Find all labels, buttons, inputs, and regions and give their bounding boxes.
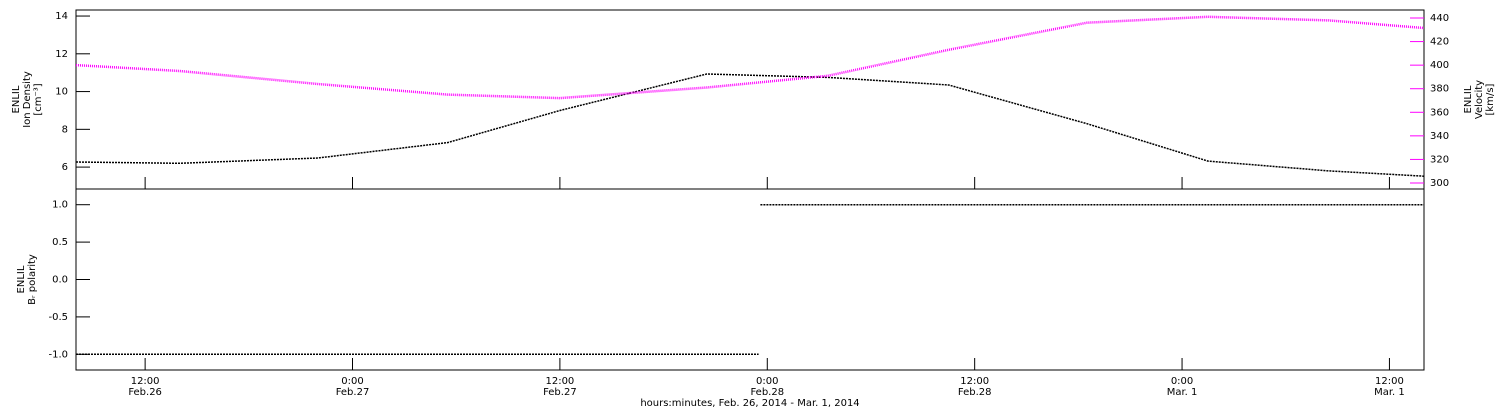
y-tick-label: 6: [62, 162, 68, 173]
x-tick-label: Feb.26: [128, 387, 162, 398]
y2-tick-label: 380: [1430, 84, 1449, 95]
y2-axis-label: [km/s]: [1485, 83, 1496, 115]
y-axis-label: [cm⁻³]: [33, 83, 44, 115]
series-line: [75, 73, 1425, 177]
y-tick-label: -0.5: [48, 312, 68, 323]
y2-tick-label: 360: [1430, 107, 1449, 118]
x-tick-label: Feb.28: [750, 387, 784, 398]
x-tick-label: 0:00: [341, 376, 363, 387]
y-tick-label: 8: [62, 124, 68, 135]
x-tick-label: Feb.28: [958, 387, 992, 398]
y-axis-label: ENLIL: [16, 265, 27, 293]
y-tick-label: 0.5: [52, 237, 68, 248]
y-tick-label: -1.0: [48, 349, 68, 360]
y-axis-label: ENLIL: [11, 85, 22, 113]
plot-frame: [75, 188, 1425, 371]
x-tick-label: Feb.27: [336, 387, 370, 398]
y2-tick-label: 320: [1430, 154, 1449, 165]
y-axis-label: Ion Density: [22, 71, 33, 128]
series-line: [76, 203, 1424, 356]
y-axis-label: Bᵣ polarity: [27, 254, 38, 305]
y2-axis-label: ENLIL: [1463, 85, 1474, 113]
x-tick-label: 12:00: [1375, 376, 1404, 387]
x-tick-label: 12:00: [131, 376, 160, 387]
x-tick-label: Mar. 1: [1167, 387, 1198, 398]
y-tick-label: 0.0: [52, 275, 68, 286]
x-tick-label: 0:00: [756, 376, 778, 387]
x-tick-label: 12:00: [960, 376, 989, 387]
x-axis-label: hours:minutes, Feb. 26, 2014 - Mar. 1, 2…: [640, 398, 859, 409]
y-tick-label: 14: [55, 11, 68, 22]
series-line: [75, 15, 1425, 100]
y-tick-label: 12: [55, 49, 68, 60]
y2-tick-label: 340: [1430, 131, 1449, 142]
y-tick-label: 10: [55, 87, 68, 98]
y2-tick-label: 400: [1430, 60, 1449, 71]
y2-axis-label: Velocity: [1474, 80, 1485, 119]
y-tick-label: 1.0: [52, 200, 68, 211]
y2-tick-label: 420: [1430, 37, 1449, 48]
x-tick-label: Mar. 1: [1374, 387, 1405, 398]
y2-tick-label: 300: [1430, 178, 1449, 189]
x-tick-label: 0:00: [1171, 376, 1193, 387]
x-tick-label: 12:00: [545, 376, 574, 387]
y2-tick-label: 440: [1430, 13, 1449, 24]
x-tick-label: Feb.27: [543, 387, 577, 398]
